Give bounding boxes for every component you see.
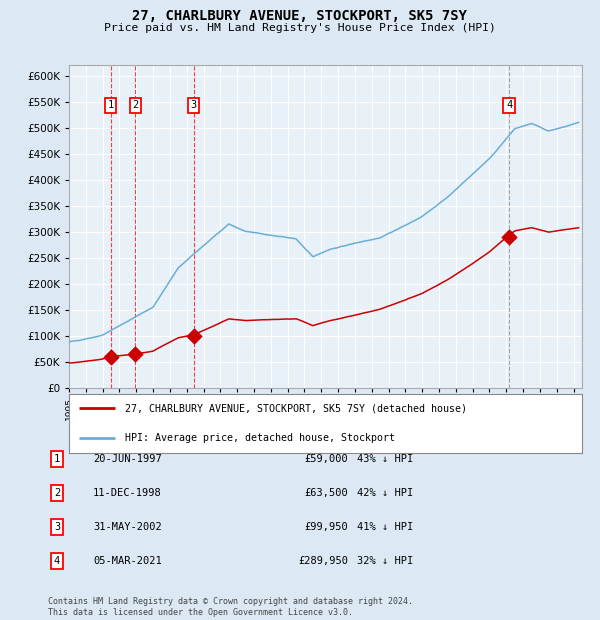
- Text: 05-MAR-2021: 05-MAR-2021: [93, 556, 162, 566]
- Text: 41% ↓ HPI: 41% ↓ HPI: [357, 522, 413, 532]
- Text: £59,000: £59,000: [304, 454, 348, 464]
- Text: 3: 3: [54, 522, 60, 532]
- Text: 2: 2: [132, 100, 139, 110]
- Point: [505, 232, 514, 242]
- Text: 27, CHARLBURY AVENUE, STOCKPORT, SK5 7SY: 27, CHARLBURY AVENUE, STOCKPORT, SK5 7SY: [133, 9, 467, 24]
- Text: 42% ↓ HPI: 42% ↓ HPI: [357, 488, 413, 498]
- Point: [189, 330, 199, 340]
- Text: 11-DEC-1998: 11-DEC-1998: [93, 488, 162, 498]
- Text: 4: 4: [506, 100, 512, 110]
- Point: [130, 350, 140, 360]
- Text: £289,950: £289,950: [298, 556, 348, 566]
- Text: 2: 2: [54, 488, 60, 498]
- Text: Contains HM Land Registry data © Crown copyright and database right 2024.
This d: Contains HM Land Registry data © Crown c…: [48, 598, 413, 617]
- Text: 4: 4: [54, 556, 60, 566]
- Text: 27, CHARLBURY AVENUE, STOCKPORT, SK5 7SY (detached house): 27, CHARLBURY AVENUE, STOCKPORT, SK5 7SY…: [125, 404, 467, 414]
- Text: £63,500: £63,500: [304, 488, 348, 498]
- Point: [106, 352, 115, 362]
- Text: HPI: Average price, detached house, Stockport: HPI: Average price, detached house, Stoc…: [125, 433, 395, 443]
- Text: 31-MAY-2002: 31-MAY-2002: [93, 522, 162, 532]
- Text: 3: 3: [191, 100, 197, 110]
- Text: Price paid vs. HM Land Registry's House Price Index (HPI): Price paid vs. HM Land Registry's House …: [104, 23, 496, 33]
- Text: 20-JUN-1997: 20-JUN-1997: [93, 454, 162, 464]
- Text: 1: 1: [107, 100, 113, 110]
- Text: 43% ↓ HPI: 43% ↓ HPI: [357, 454, 413, 464]
- Text: 1: 1: [54, 454, 60, 464]
- Text: 32% ↓ HPI: 32% ↓ HPI: [357, 556, 413, 566]
- Text: £99,950: £99,950: [304, 522, 348, 532]
